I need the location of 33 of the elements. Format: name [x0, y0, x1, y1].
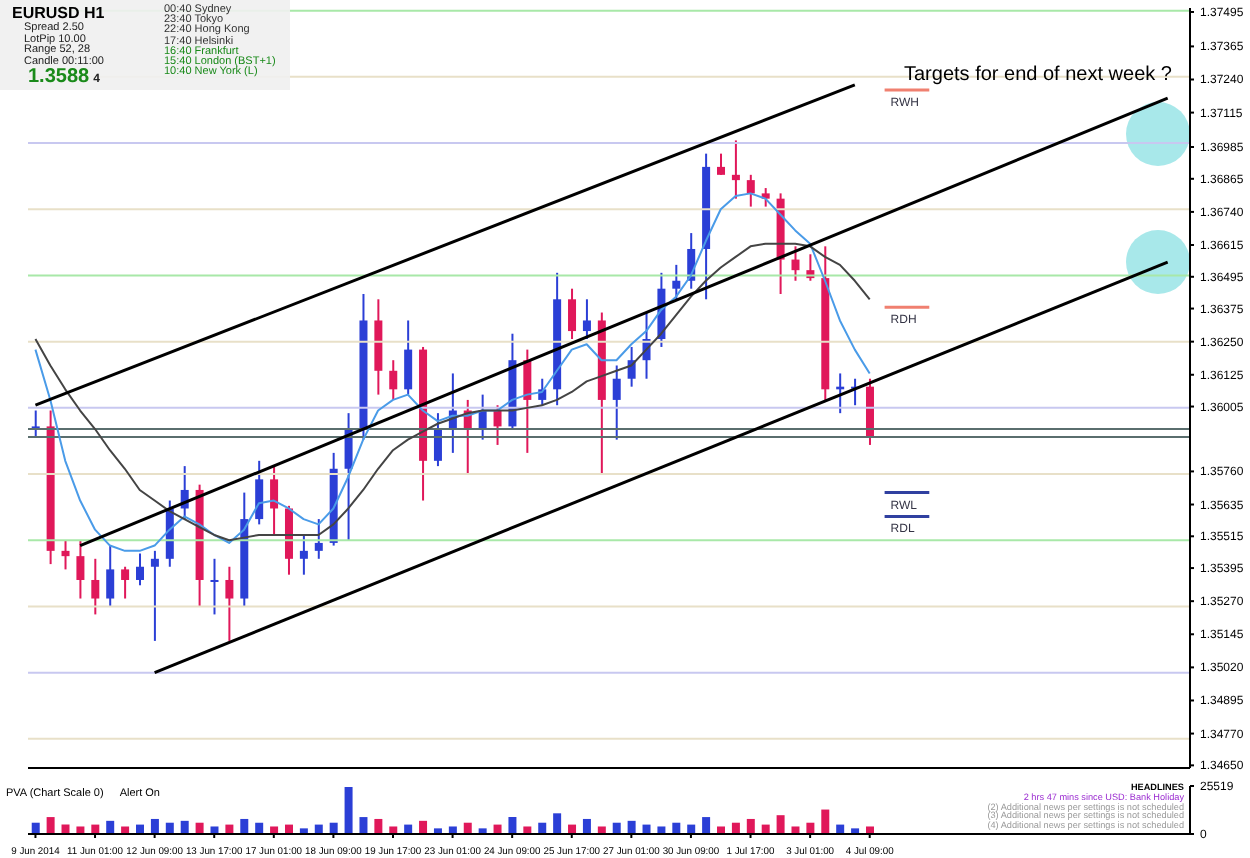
bar — [150, 818, 159, 834]
bar — [627, 820, 636, 834]
bar — [359, 817, 368, 834]
bar — [180, 820, 189, 834]
bar — [508, 817, 517, 834]
bar — [523, 826, 532, 834]
bar — [270, 826, 279, 834]
bar — [344, 786, 353, 834]
bar — [121, 826, 130, 834]
bar — [865, 826, 874, 834]
bar — [46, 817, 55, 834]
bar — [374, 818, 383, 834]
bar — [702, 817, 711, 834]
bar — [746, 818, 755, 834]
bar — [448, 826, 457, 834]
bar — [419, 820, 428, 834]
bar — [389, 826, 398, 834]
annotation: EURUSD H1 — [12, 4, 105, 22]
bar — [240, 818, 249, 834]
bar — [776, 815, 785, 834]
bar — [582, 818, 591, 834]
bar — [717, 826, 726, 834]
bar — [657, 826, 666, 834]
bar — [210, 826, 219, 834]
bar — [106, 820, 115, 834]
annotation: Targets for end of next week ? — [904, 64, 1172, 86]
bar — [597, 826, 606, 834]
annotation: 1.3588 — [28, 66, 90, 88]
bar — [76, 826, 85, 834]
line-series — [34, 242, 871, 542]
bar — [791, 826, 800, 834]
bar — [821, 809, 830, 834]
bar — [553, 813, 562, 834]
